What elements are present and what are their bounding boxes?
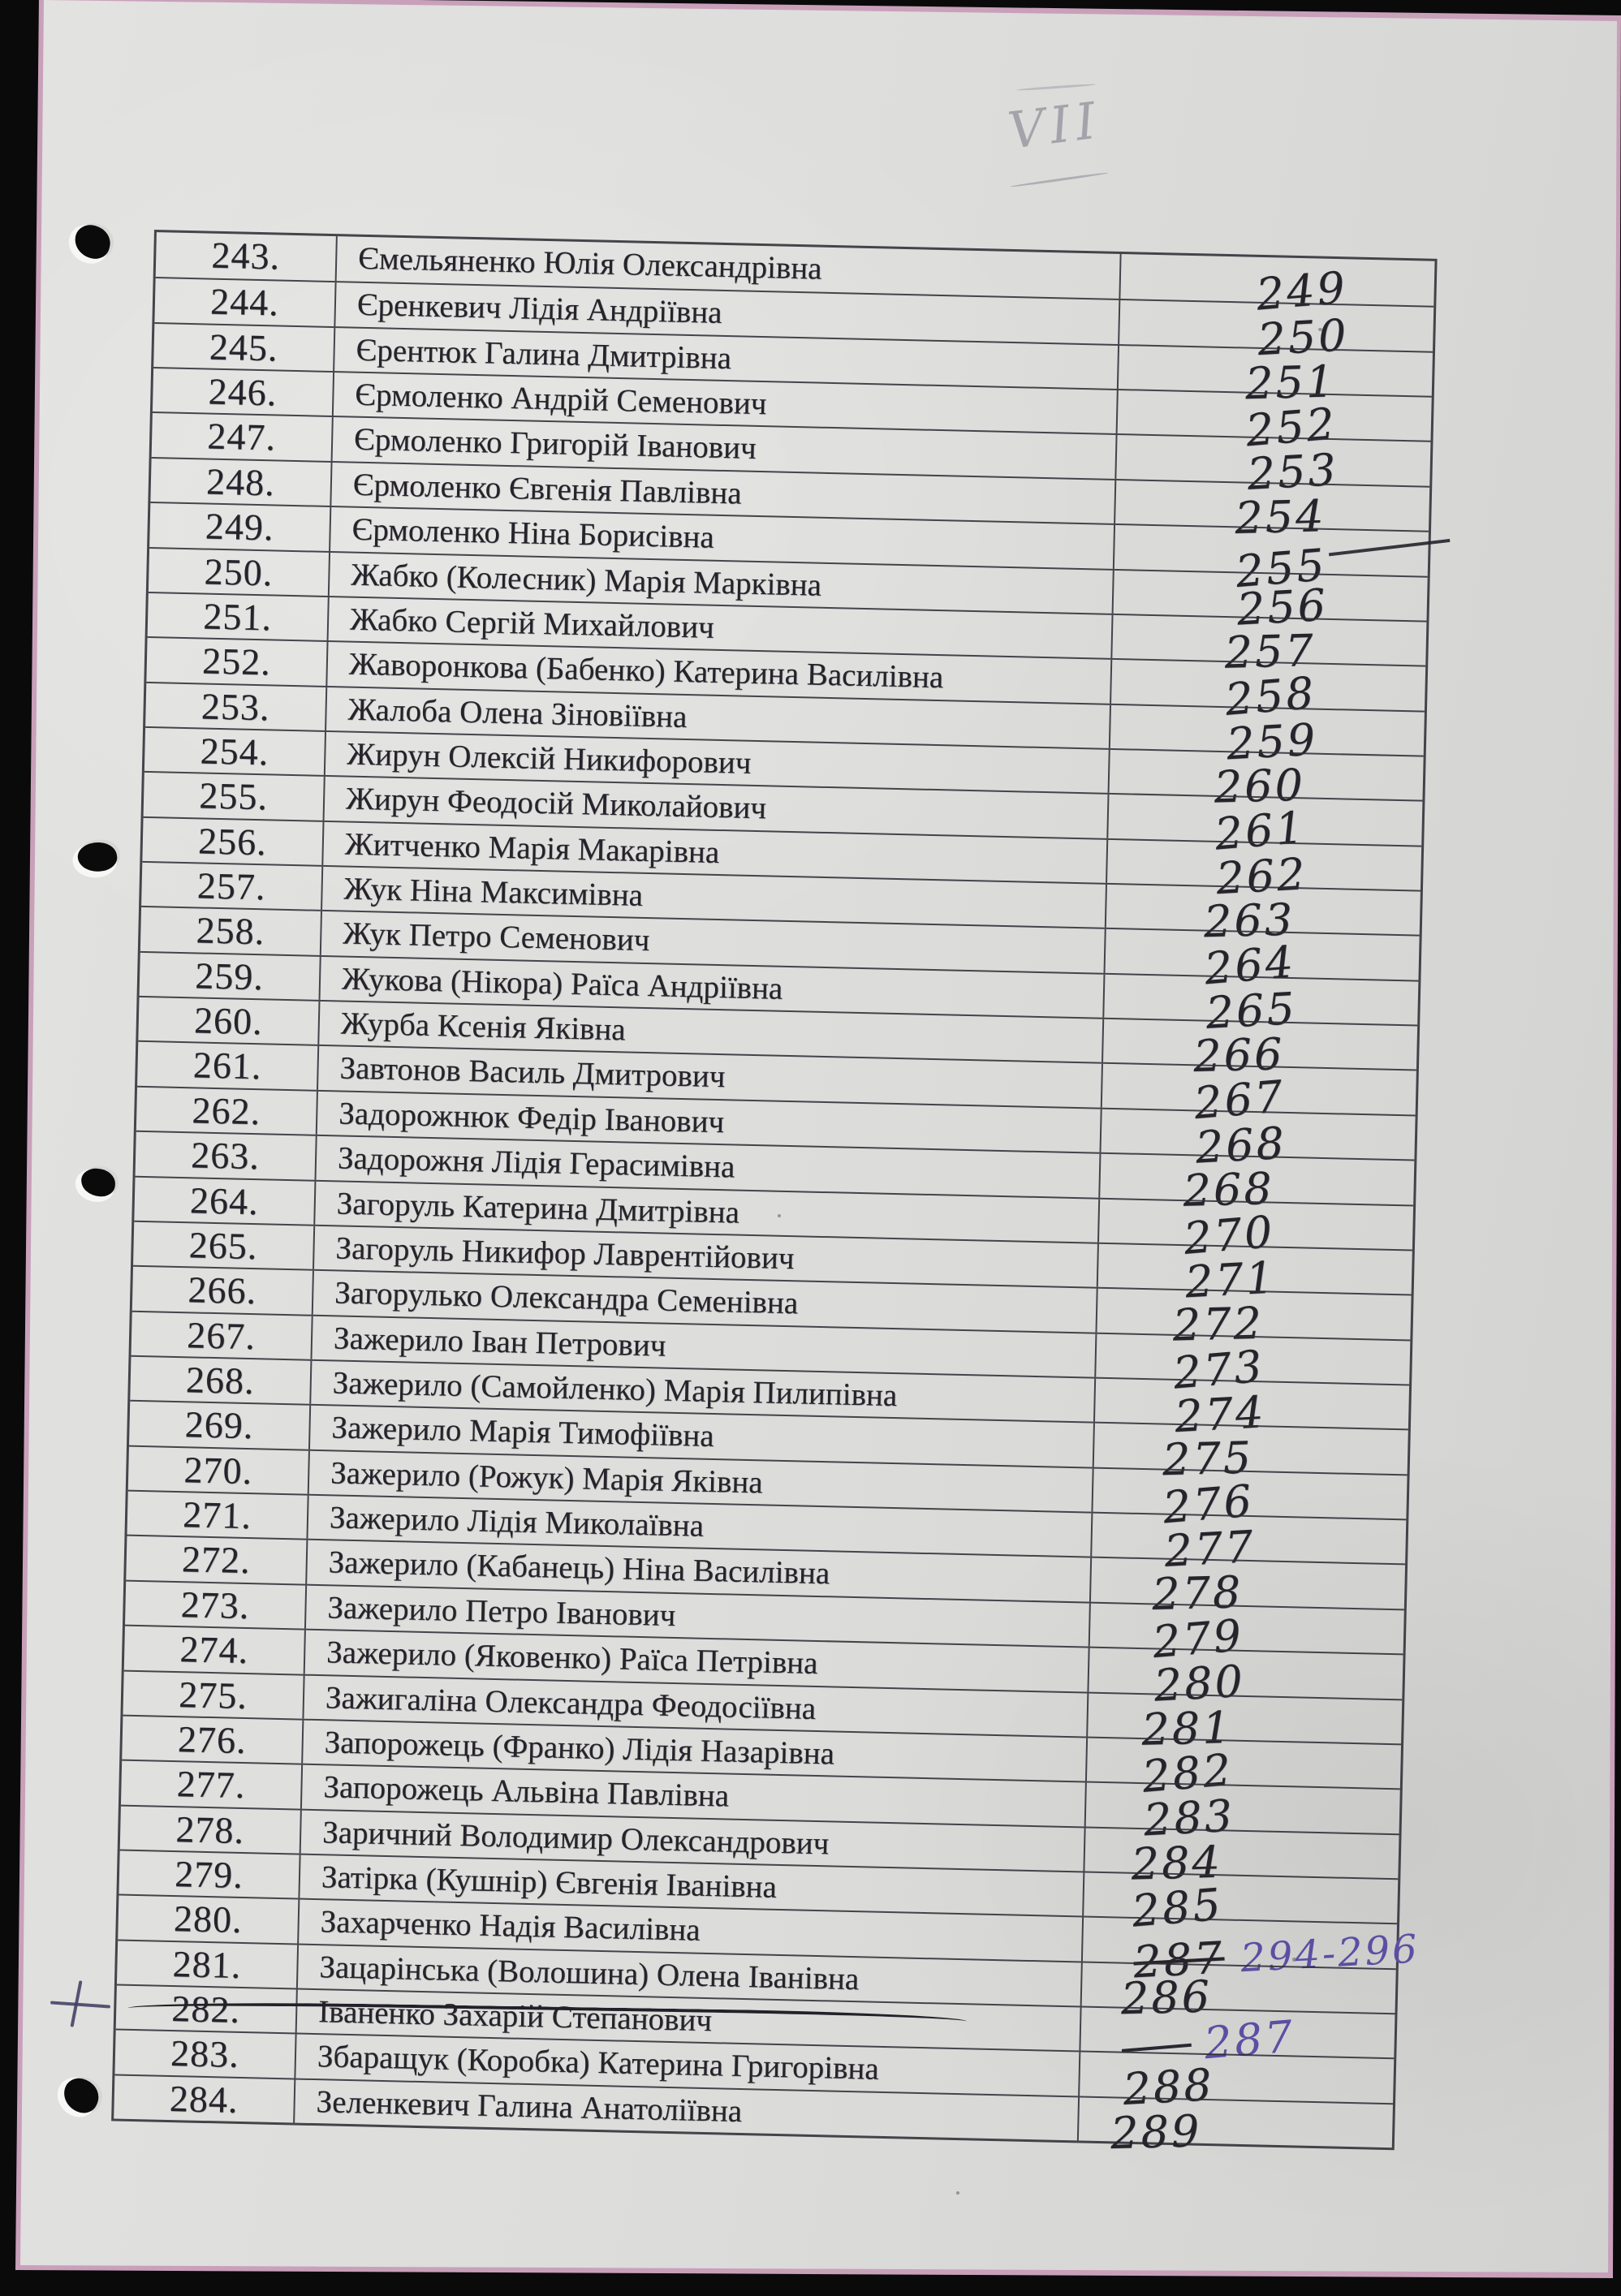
row-number: 243. (155, 232, 338, 282)
row-number: 250. (148, 548, 331, 596)
archive-number-cell: 287 (1079, 2007, 1395, 2069)
archive-number-handwritten: 289 (1110, 2104, 1203, 2159)
row-number: 259. (139, 952, 321, 1000)
archive-number-cell: 253 (1114, 435, 1431, 500)
archive-number-cell: 282 (1084, 1738, 1402, 1803)
row-number: 283. (114, 2030, 297, 2078)
page-number-pencil: VII (1004, 90, 1105, 161)
archive-number-cell: 256 (1111, 570, 1428, 635)
dust-speck (1318, 328, 1322, 331)
row-number: 266. (131, 1267, 314, 1315)
row-number: 249. (149, 503, 332, 551)
row-number: 247. (151, 413, 334, 461)
archive-number-cell: 262 (1106, 839, 1422, 904)
archive-number-cell: 266 (1102, 1019, 1418, 1082)
archive-number-cell: 279 (1088, 1603, 1404, 1668)
row-number: 271. (127, 1491, 309, 1540)
archive-number-cell: 261 (1106, 795, 1423, 860)
archive-number-cell: 283 (1084, 1782, 1400, 1846)
archive-number-cell: 268 (1099, 1109, 1416, 1173)
archive-number-cell: 276 (1091, 1468, 1408, 1533)
archive-number-cell: 264 (1103, 929, 1420, 995)
row-number: 248. (150, 458, 333, 506)
row-number: 261. (137, 1042, 320, 1090)
archive-number-cell: 289 (1076, 2097, 1393, 2159)
archive-number-cell: 258 (1110, 660, 1426, 726)
row-number: 274. (123, 1626, 306, 1674)
archive-number-cell: 272 (1095, 1288, 1412, 1351)
archive-number-cell: 257 (1110, 614, 1427, 678)
archive-number-cell: 287 294-296 (1080, 1917, 1421, 1988)
archive-number-cell: 275 (1092, 1423, 1408, 1486)
row-number: 245. (153, 323, 336, 372)
registry-table: 243. Ємельяненко Юлія Олександрівна 249 … (111, 230, 1451, 2159)
archive-number-cell: 255 (1112, 525, 1451, 597)
row-number: 256. (142, 817, 325, 865)
row-number: 279. (119, 1850, 301, 1898)
row-number: 244. (154, 278, 337, 326)
row-number: 254. (144, 727, 327, 776)
row-number: 253. (145, 683, 328, 730)
archive-number-cell: 285 (1082, 1872, 1399, 1937)
dust-speck (1292, 1958, 1296, 1962)
archive-number-cell: 259 (1108, 704, 1425, 769)
row-number: 278. (119, 1806, 302, 1854)
archive-number-cell: 270 (1097, 1199, 1414, 1264)
row-number: 251. (147, 592, 330, 641)
row-number: 252. (146, 638, 329, 686)
archive-number-cell: 254 (1114, 480, 1430, 544)
archive-number-cell: 268 (1098, 1153, 1415, 1217)
archive-number-cell: 263 (1104, 884, 1421, 947)
archive-number-cell: 286 (1080, 1962, 1396, 2024)
row-number: 272. (126, 1536, 308, 1584)
pen-stroke (1328, 538, 1451, 556)
row-number: 246. (152, 368, 335, 416)
archive-number-cell: 265 (1102, 974, 1419, 1039)
row-number: 268. (130, 1356, 313, 1405)
row-number: 281. (116, 1941, 300, 1988)
row-number: 264. (134, 1177, 317, 1225)
row-number: 257. (141, 862, 324, 911)
dust-speck (778, 1214, 781, 1217)
row-number: 267. (131, 1312, 313, 1359)
row-number: 275. (123, 1671, 305, 1719)
row-number: 258. (140, 907, 322, 955)
ink-dash (1121, 2043, 1192, 2053)
row-number: 255. (143, 773, 325, 821)
row-number: 273. (124, 1581, 308, 1629)
archive-number-cell: 284 (1083, 1828, 1399, 1889)
row-number: 277. (120, 1760, 304, 1809)
row-number: 269. (129, 1402, 312, 1450)
archive-number-cell: 278 (1089, 1558, 1406, 1620)
archive-number-cell: 249 (1119, 253, 1435, 321)
row-number: 260. (138, 997, 321, 1045)
archive-number-cell: 281 (1086, 1693, 1403, 1755)
archive-number-cell: 288 (1078, 2052, 1395, 2115)
archive-number-cell: 260 (1107, 749, 1424, 812)
row-number: 284. (114, 2075, 296, 2123)
row-number: 280. (118, 1895, 300, 1944)
archive-number-cell: 271 (1096, 1243, 1412, 1307)
row-number: 265. (133, 1221, 316, 1270)
archive-number-cell: 277 (1090, 1513, 1407, 1577)
row-number: 270. (127, 1446, 310, 1494)
archive-number-cell: 252 (1115, 390, 1432, 456)
archive-number-cell: 274 (1093, 1378, 1410, 1442)
row-number: 262. (136, 1087, 318, 1135)
archive-number-cell: 280 (1087, 1648, 1403, 1712)
archive-number-cell: 273 (1094, 1333, 1411, 1398)
archive-number-cell: 250 (1118, 300, 1434, 365)
archive-number-cell: 251 (1116, 345, 1433, 409)
row-number: 263. (135, 1131, 317, 1180)
dust-speck (956, 2191, 959, 2195)
row-number: 276. (122, 1716, 304, 1764)
archive-number-cell: 267 (1100, 1064, 1416, 1130)
